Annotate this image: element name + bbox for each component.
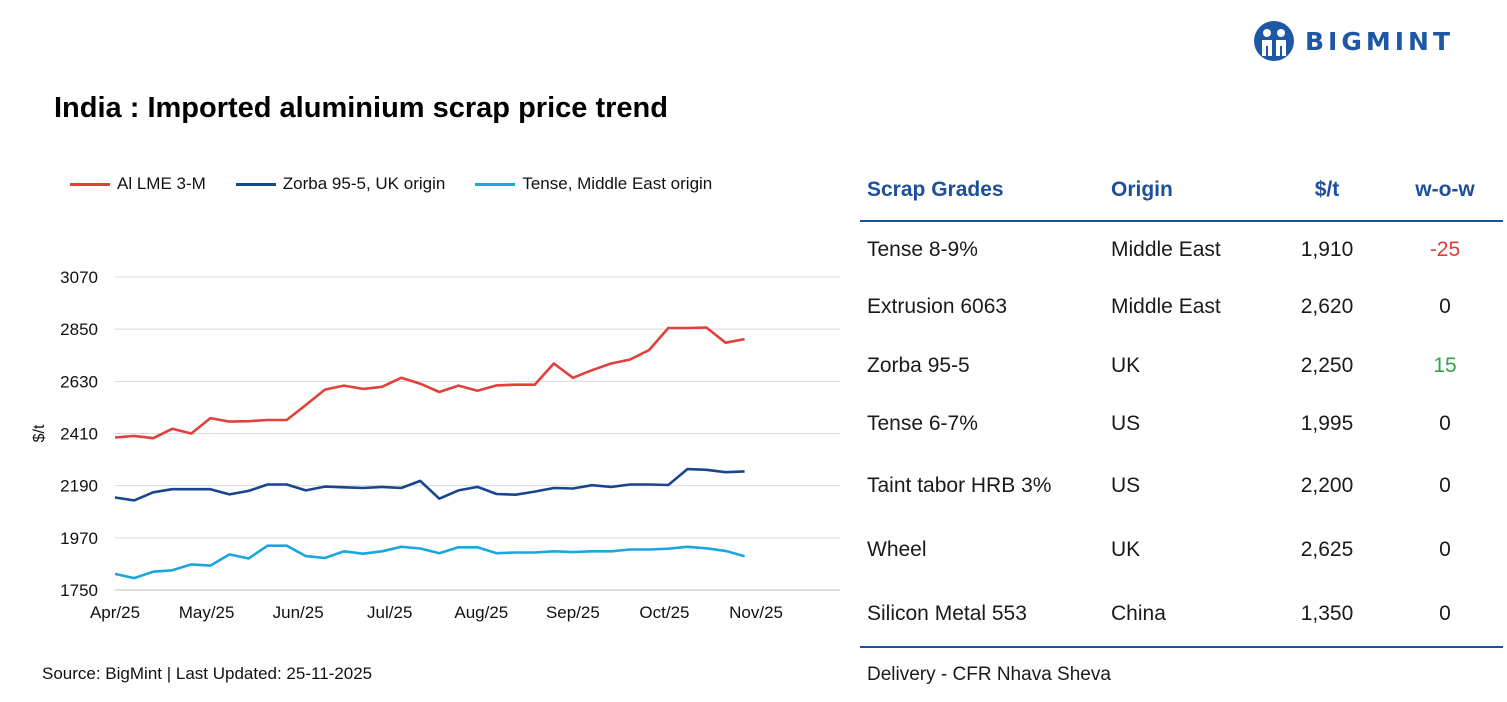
header-origin: Origin (1111, 160, 1267, 222)
price-cell: 2,620 (1300, 295, 1354, 318)
price-cell: 2,200 (1300, 474, 1354, 497)
x-tick-label: Aug/25 (454, 603, 508, 622)
grade-cell: Silicon Metal 553 (860, 581, 1111, 648)
legend-item: Zorba 95-5, UK origin (235, 174, 446, 194)
y-tick-label: 2630 (60, 372, 98, 391)
y-tick-label: 1750 (60, 581, 98, 600)
origin-cell: UK (1111, 538, 1141, 561)
price-cell: 1,350 (1267, 581, 1387, 648)
wow-cell: -25 (1429, 237, 1461, 261)
header-price: $/t (1267, 160, 1387, 222)
origin-cell: Middle East (1111, 295, 1221, 318)
origin-cell: US (1111, 474, 1141, 497)
series-line-1 (114, 467, 745, 502)
x-tick-label: Sep/25 (546, 603, 600, 622)
price-cell: 2,250 (1300, 354, 1354, 377)
table-row: Extrusion 6063 Middle East 2,620 0 (860, 277, 1503, 337)
grade-cell: Extrusion 6063 (867, 295, 1008, 318)
brand-name: BIGMINT (1305, 26, 1455, 56)
wow-cell: 0 (1439, 295, 1451, 318)
origin-cell: China (1111, 581, 1267, 648)
y-tick-label: 3070 (60, 268, 98, 287)
source-note: Source: BigMint | Last Updated: 25-11-20… (42, 664, 373, 683)
y-axis-label: $/t (31, 424, 48, 442)
price-cell: 1,910 (1300, 237, 1354, 261)
header-wow: w-o-w (1387, 160, 1503, 222)
table-header-row: Scrap Grades Origin $/t w-o-w (860, 160, 1503, 222)
grade-cell: Wheel (867, 538, 927, 561)
x-tick-label: Jun/25 (273, 603, 324, 622)
legend-item: Tense, Middle East origin (475, 174, 712, 194)
legend-item: Al LME 3-M (70, 174, 206, 194)
legend-swatch (235, 182, 276, 186)
y-tick-label: 2410 (60, 425, 98, 444)
legend-label: Zorba 95-5, UK origin (282, 174, 446, 193)
legend-swatch (475, 182, 516, 186)
table-body: Tense 8-9% Middle East 1,910 -25 Extrusion 6… (860, 221, 1503, 648)
table-row: Silicon Metal 553 China 1,350 0 (860, 581, 1503, 648)
grade-cell: Tense 6-7% (867, 412, 978, 435)
x-tick-label: Apr/25 (90, 603, 140, 622)
grade-cell: Taint tabor HRB 3% (867, 474, 1052, 497)
x-tick-label: Oct/25 (639, 603, 689, 622)
x-tick-label: May/25 (179, 603, 235, 622)
wow-cell: 0 (1439, 538, 1451, 561)
series-line-2 (114, 544, 745, 580)
origin-cell: US (1111, 412, 1141, 435)
legend-label: Tense, Middle East origin (522, 174, 713, 193)
table-row: Tense 6-7% US 1,995 0 (860, 395, 1503, 453)
price-line-chart: 1750 1970 2190 2410 2630 2850 3070 $/t Apr/25 May… (31, 268, 840, 622)
price-cell: 1,995 (1300, 412, 1354, 435)
header-scrap-grades: Scrap Grades (860, 160, 1111, 222)
wow-cell: 15 (1433, 354, 1457, 377)
page-title: India : Imported aluminium scrap price t… (54, 92, 668, 124)
origin-cell: Middle East (1111, 237, 1221, 261)
bigmint-people-icon (1254, 21, 1294, 61)
wow-cell: 0 (1439, 474, 1451, 497)
brand-logo: BIGMINT (1253, 20, 1454, 62)
legend-swatch (70, 182, 110, 186)
chart-legend: Al LME 3-M Zorba 95-5, UK origin Tense, Mi… (70, 173, 742, 195)
table-row: Zorba 95-5 UK 2,250 15 (860, 337, 1503, 395)
legend-label: Al LME 3-M (117, 174, 206, 193)
x-tick-label: Nov/25 (729, 603, 783, 622)
table-row: Tense 8-9% Middle East 1,910 -25 (860, 221, 1503, 277)
origin-cell: UK (1111, 354, 1141, 377)
table-row: Taint tabor HRB 3% US 2,200 0 (860, 453, 1503, 519)
wow-cell: 0 (1387, 581, 1503, 648)
y-tick-label: 1970 (60, 529, 98, 548)
delivery-note: Delivery - CFR Nhava Sheva (867, 664, 1111, 685)
wow-cell: 0 (1439, 412, 1451, 435)
series-line-0 (114, 326, 745, 440)
x-tick-label: Jul/25 (367, 603, 412, 622)
y-tick-label: 2850 (60, 320, 98, 339)
grade-cell: Tense 8-9% (867, 237, 978, 261)
y-tick-label: 2190 (60, 477, 98, 496)
table-row: Wheel UK 2,625 0 (860, 519, 1503, 581)
grade-cell: Zorba 95-5 (867, 354, 970, 377)
scrap-price-table: Scrap Grades Origin $/t w-o-w Tense 8-9%… (860, 160, 1503, 648)
price-cell: 2,625 (1300, 538, 1354, 561)
